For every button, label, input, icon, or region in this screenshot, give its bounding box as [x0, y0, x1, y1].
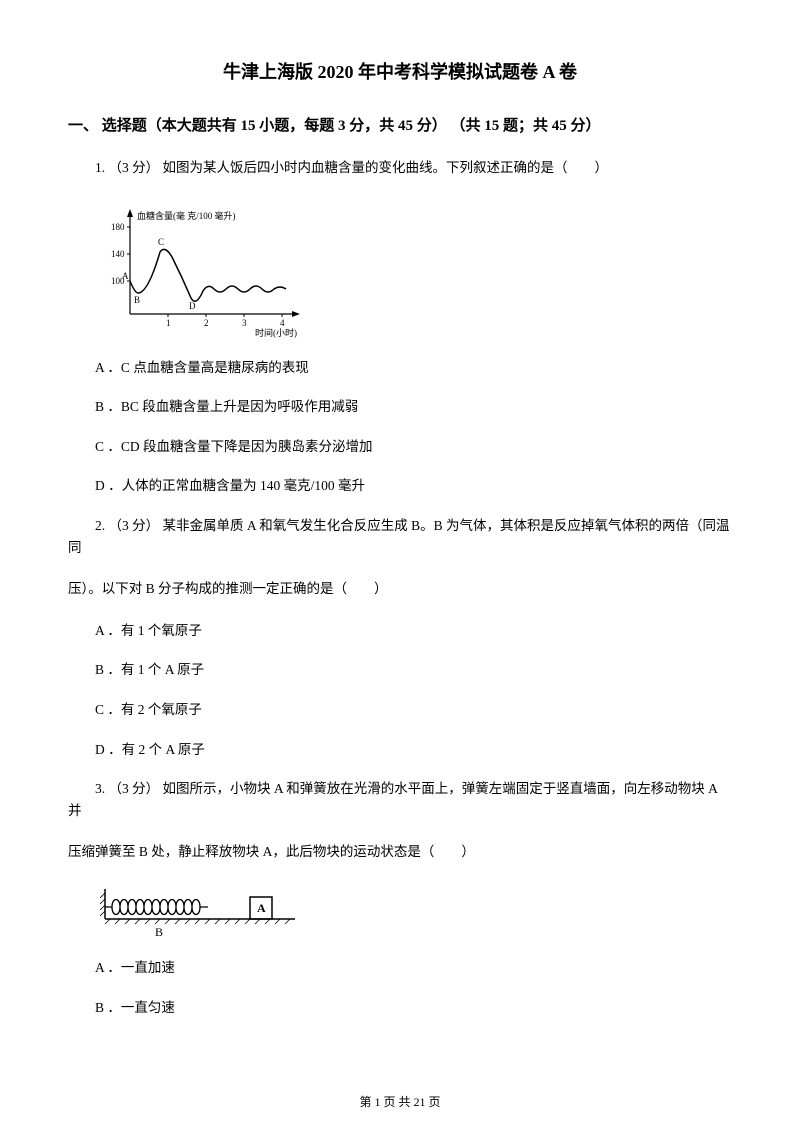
spring-block-diagram: A B [100, 883, 300, 939]
question-2-text: 2. （3 分） 某非金属单质 A 和氧气发生化合反应生成 B。B 为气体，其体… [68, 515, 732, 558]
question-3-text: 3. （3 分） 如图所示，小物块 A 和弹簧放在光滑的水平面上，弹簧左端固定于… [68, 778, 732, 821]
spring-coil [105, 899, 208, 907]
question-points: （3 分） [109, 518, 160, 533]
spring-svg: A B [100, 883, 300, 939]
q1-option-c: C ．CD 段血糖含量下降是因为胰岛素分泌增加 [68, 436, 732, 458]
point-label-c: C [158, 237, 164, 247]
xtick-4: 4 [280, 318, 285, 328]
ytick-180: 180 [111, 222, 125, 232]
question-number: 3. [95, 781, 105, 796]
question-3-line2: 压缩弹簧至 B 处，静止释放物块 A，此后物块的运动状态是（ ） [68, 841, 732, 863]
question-1-text: 1. （3 分） 如图为某人饭后四小时内血糖含量的变化曲线。下列叙述正确的是（ … [68, 157, 732, 179]
ytick-140: 140 [111, 249, 125, 259]
q2-option-d: D ．有 2 个 A 原子 [68, 739, 732, 761]
question-points: （3 分） [109, 781, 160, 796]
section-header: 一、 选择题（本大题共有 15 小题，每题 3 分，共 45 分） （共 15 … [68, 114, 732, 135]
xtick-1: 1 [166, 318, 171, 328]
block-label: A [257, 901, 266, 915]
page-footer: 第 1 页 共 21 页 [0, 1093, 800, 1110]
q2-option-b: B ．有 1 个 A 原子 [68, 659, 732, 681]
xtick-3: 3 [242, 318, 247, 328]
point-label-b: B [134, 295, 140, 305]
q1-option-d: D ．人体的正常血糖含量为 140 毫克/100 毫升 [68, 475, 732, 497]
q1-option-a: A ．C 点血糖含量高是糖尿病的表现 [68, 357, 732, 379]
question-number: 2. [95, 518, 105, 533]
chart-svg: 100 140 180 1 2 3 4 血糖含量(毫 克/100 毫升) 时间(… [100, 199, 310, 339]
question-points: （3 分） [109, 160, 160, 175]
xtick-2: 2 [204, 318, 209, 328]
question-body: 如图所示，小物块 A 和弹簧放在光滑的水平面上，弹簧左端固定于竖直墙面，向左移动… [68, 781, 717, 818]
point-label-d: D [189, 301, 196, 311]
y-axis-label: 血糖含量(毫 克/100 毫升) [137, 210, 236, 221]
q3-option-a: A ．一直加速 [68, 957, 732, 979]
question-body: 如图为某人饭后四小时内血糖含量的变化曲线。下列叙述正确的是（ ） [163, 160, 609, 175]
chart-curve [130, 249, 286, 301]
q2-option-c: C ．有 2 个氧原子 [68, 699, 732, 721]
x-axis-label: 时间(小时) [255, 327, 297, 338]
q1-option-b: B ．BC 段血糖含量上升是因为呼吸作用减弱 [68, 396, 732, 418]
question-number: 1. [95, 160, 105, 175]
question-body: 某非金属单质 A 和氧气发生化合反应生成 B。B 为气体，其体积是反应掉氧气体积… [68, 518, 730, 555]
blood-sugar-chart: 100 140 180 1 2 3 4 血糖含量(毫 克/100 毫升) 时间(… [100, 199, 310, 339]
q3-option-b: B ．一直匀速 [68, 997, 732, 1019]
document-title: 牛津上海版 2020 年中考科学模拟试题卷 A 卷 [68, 58, 732, 84]
position-label: B [155, 925, 163, 939]
q2-option-a: A ．有 1 个氧原子 [68, 620, 732, 642]
question-2-line2: 压）。以下对 B 分子构成的推测一定正确的是（ ） [68, 578, 732, 600]
point-label-a: A [122, 271, 129, 281]
